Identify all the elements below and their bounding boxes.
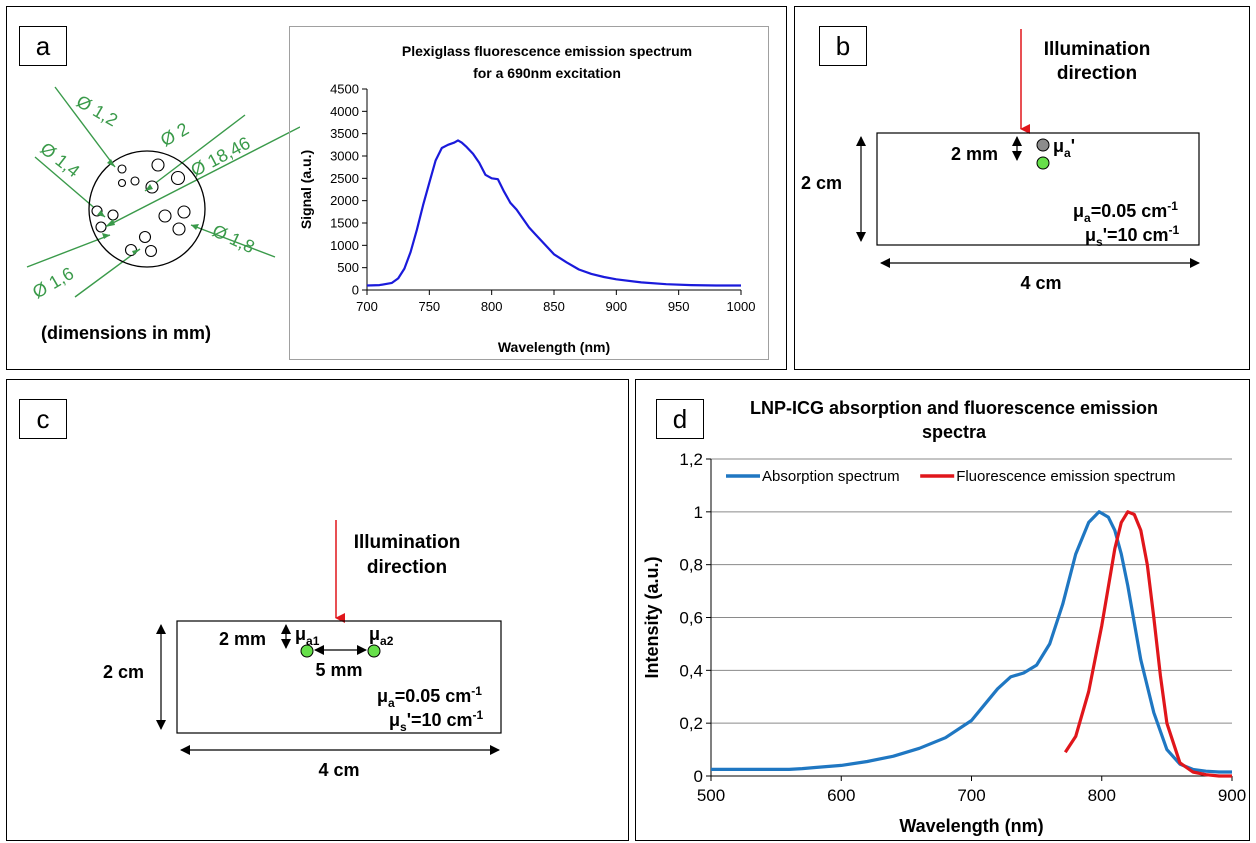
lnp-icg-spectra-chart: LNP-ICG absorption and fluorescence emis… [642,398,1246,836]
mua-label-c: μa=0.05 cm-1 [377,684,482,710]
x-tick-label: 1000 [727,299,756,314]
diameter-2-label: Ø 2 [157,119,192,151]
x-tick-label: 600 [827,786,855,805]
chart-title-line-1: spectra [922,422,987,442]
mua-prime-label-b: μa' [1053,136,1075,160]
y-tick-label: 0,2 [679,714,703,733]
y-tick-label: 3000 [330,149,359,164]
inclusion-1-c [300,644,314,658]
y-tick-label: 1,2 [679,450,703,469]
x-tick-label: 800 [481,299,503,314]
chart-title-line-0: Plexiglass fluorescence emission spectru… [402,43,692,59]
x-tick-label: 800 [1088,786,1116,805]
diameter-1-2-label: Ø 1,2 [73,91,121,130]
mus-label-c: μs'=10 cm-1 [389,708,484,734]
panel-d: LNP-ICG absorption and fluorescence emis… [635,379,1250,841]
phantom-b-rect [876,132,1200,246]
width-label-b: 4 cm [1020,273,1061,293]
chart-title-line-0: for a 690nm excitation [473,65,621,81]
height-label-b: 2 cm [801,173,842,193]
diameter-1-8-label: Ø 1,8 [209,220,257,257]
panel-a: a [6,6,787,370]
illumination-label-b-1: Illumination [1044,39,1151,60]
y-tick-label: 1 [694,503,703,522]
y-axis-label: Intensity (a.u.) [642,556,662,678]
panel-c-label: c [19,399,67,439]
mua-label-b: μa=0.05 cm-1 [1073,199,1178,225]
diameter-1-6-label: Ø 1,6 [29,263,77,302]
y-tick-label: 0,8 [679,556,703,575]
inclusion-2-c [367,644,381,658]
plexiglass-chart-frame [289,26,769,360]
width-label-c: 4 cm [318,760,359,780]
legend-entry: Absorption spectrum [762,468,900,485]
chart-title-line-1: LNP-ICG absorption and fluorescence emis… [750,398,1158,418]
x-tick-label: 500 [697,786,725,805]
phantom-diagram: Ø 1,2 Ø 2 Ø 18,46 Ø 1,4 Ø 1,8 Ø 1,6 [26,86,300,302]
series-line-absorption-spectrum [711,510,1232,774]
panel-b-label: b [819,26,867,66]
illumination-label-c-1: Illumination [354,532,461,553]
y-tick-label: 3500 [330,126,359,141]
legend-entry: Fluorescence emission spectrum [956,468,1175,485]
y-tick-label: 2500 [330,171,359,186]
x-tick-label: 700 [957,786,985,805]
mua2-label-c: μa2 [369,624,394,648]
illumination-label-c-2: direction [367,557,447,578]
x-tick-label: 900 [605,299,627,314]
dimensions-note: (dimensions in mm) [41,323,212,343]
y-tick-label: 4500 [330,82,359,97]
y-tick-label: 0 [352,283,359,298]
phantom-c-diagram: Illumination direction 2 mm μa1 μa2 5 mm… [103,520,502,780]
y-tick-label: 500 [337,260,359,275]
panel-c: c Illumination direction 2 mm μa1 μa2 5 … [6,379,629,841]
plexiglass-emission-chart: Plexiglass fluorescence emission spectru… [298,43,756,355]
panel-a-label: a [19,26,67,66]
height-label-c: 2 cm [103,662,144,682]
panel-b: b Illumination direction 2 mm μa' 2 cm 4… [794,6,1250,370]
y-tick-label: 2000 [330,193,359,208]
inclusion-gray-b [1036,138,1050,152]
diameter-1-4-label: Ø 1,4 [37,138,84,181]
inclusion-green-b [1036,156,1050,170]
x-tick-label: 950 [668,299,690,314]
x-axis-label: Wavelength (nm) [498,339,610,355]
illumination-label-b-2: direction [1057,63,1137,84]
mua1-label-c: μa1 [295,624,320,648]
x-tick-label: 700 [356,299,378,314]
phantom-b-diagram: Illumination direction 2 mm μa' 2 cm 4 c… [801,29,1200,293]
x-axis-label: Wavelength (nm) [899,816,1043,836]
y-tick-label: 0,4 [679,661,703,680]
series-line-fluorescence-emission-spectrum [1063,510,1232,778]
y-axis-label: Signal (a.u.) [298,150,314,229]
depth-label-b: 2 mm [951,144,998,164]
y-tick-label: 1500 [330,216,359,231]
series-line-0 [366,139,741,287]
y-tick-label: 4000 [330,104,359,119]
panel-d-label: d [656,399,704,439]
x-tick-label: 750 [418,299,440,314]
depth-label-c: 2 mm [219,629,266,649]
y-tick-label: 0 [694,767,703,786]
phantom-c-rect [176,620,502,734]
x-tick-label: 850 [543,299,565,314]
y-tick-label: 1000 [330,238,359,253]
separation-label-c: 5 mm [315,660,362,680]
x-tick-label: 900 [1218,786,1246,805]
y-tick-label: 0,6 [679,608,703,627]
